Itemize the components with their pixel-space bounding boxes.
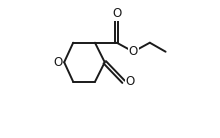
- Text: O: O: [53, 56, 63, 69]
- Text: O: O: [126, 75, 135, 88]
- Text: O: O: [129, 45, 138, 58]
- Text: O: O: [112, 7, 121, 20]
